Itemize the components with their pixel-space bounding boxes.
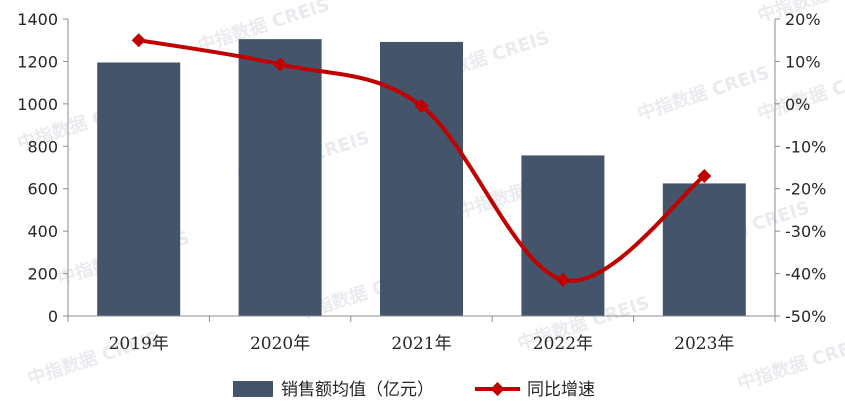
growth-point-2022年 <box>555 272 570 287</box>
y-right-tick-label: 0% <box>785 95 810 114</box>
x-tick-label: 2022年 <box>533 334 593 354</box>
legend-swatch-marker <box>490 382 505 396</box>
y-right-tick-label: -10% <box>785 137 826 156</box>
legend-swatch-bar <box>233 381 273 397</box>
y-right-tick-label: -50% <box>785 307 826 326</box>
y-left-tick-label: 400 <box>27 222 58 241</box>
bar-2020年 <box>238 39 322 317</box>
y-right-tick-label: -20% <box>785 180 826 199</box>
y-left-tick-label: 200 <box>27 265 58 284</box>
y-left-tick-label: 1400 <box>17 10 58 29</box>
x-tick-label: 2023年 <box>674 334 734 354</box>
y-right-tick-label: 10% <box>785 52 821 71</box>
bar-2019年 <box>97 62 181 316</box>
y-right-tick-label: 20% <box>785 10 821 29</box>
bar-2022年 <box>521 155 605 316</box>
growth-point-2023年 <box>697 168 712 183</box>
y-left-tick-label: 1200 <box>17 52 58 71</box>
growth-point-2019年 <box>131 33 146 48</box>
y-right-tick-label: -40% <box>785 265 826 284</box>
x-tick-label: 2020年 <box>250 334 310 354</box>
x-tick-label: 2021年 <box>391 334 451 354</box>
y-right-tick-label: -30% <box>785 222 826 241</box>
growth-point-2021年 <box>414 98 429 113</box>
legend-label-bar: 销售额均值（亿元） <box>281 380 434 400</box>
x-tick-label: 2019年 <box>109 334 169 354</box>
y-left-tick-label: 1000 <box>17 95 58 114</box>
bar-series <box>97 39 746 317</box>
y-left-tick-label: 600 <box>27 180 58 199</box>
line-series <box>131 33 712 287</box>
growth-point-2020年 <box>273 57 288 72</box>
y-left-tick-label: 0 <box>48 307 58 326</box>
growth-line <box>138 38 706 283</box>
y-left-tick-label: 800 <box>27 137 58 156</box>
axes: 2019年 2020年 2021年 2022年 2023年 0 200 400 600 800 10… <box>17 10 826 354</box>
bar-2021年 <box>380 41 463 316</box>
legend: 销售额均值（亿元） 同比增速 <box>233 380 595 400</box>
watermark-text: 中指数据 CREIS <box>635 61 772 124</box>
watermark-text: 中指数据 CREIS <box>735 331 845 394</box>
legend-label-line: 同比增速 <box>527 380 595 400</box>
